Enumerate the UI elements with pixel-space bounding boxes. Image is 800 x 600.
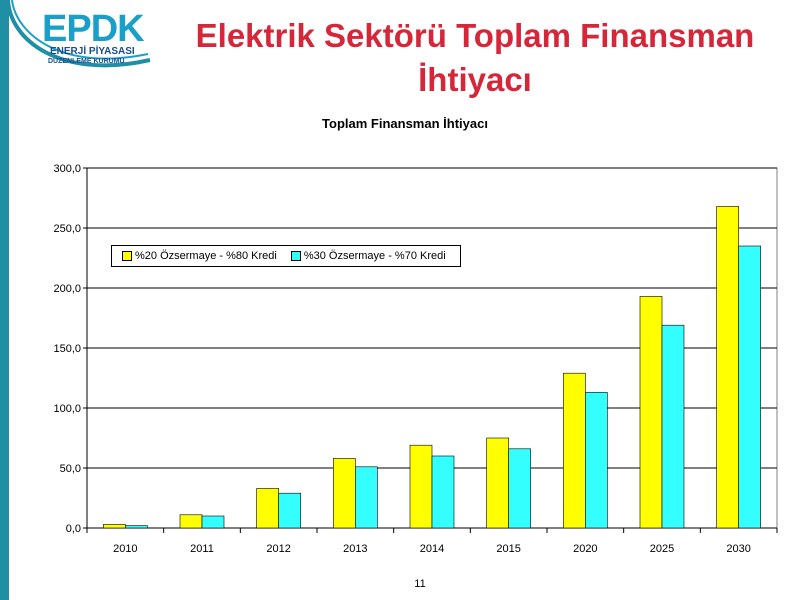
legend-swatch-series-1: [122, 251, 132, 261]
x-tick-label: 2011: [190, 543, 214, 555]
y-tick-label: 300,0: [53, 163, 81, 175]
left-accent-band: [0, 0, 9, 600]
legend-swatch-series-2: [290, 251, 301, 261]
bar-series-2: [431, 455, 455, 529]
bar-series-1: [179, 514, 203, 529]
bar-series-1: [486, 437, 509, 529]
slide-title: Elektrik Sektörü Toplam Finansman İhtiya…: [195, 17, 755, 98]
y-tick-label: 250,0: [53, 223, 81, 235]
bar-series-2: [661, 324, 685, 529]
bar-series-2: [125, 525, 148, 529]
bar-series-2: [585, 392, 608, 529]
bar-series-1: [256, 488, 279, 529]
logo-swoosh-icon: [6, 0, 151, 68]
chart-legend: %20 Özsermaye - %80 Kredi %30 Özsermaye …: [111, 245, 461, 267]
bar-series-1: [639, 296, 663, 529]
y-tick-label: 50,0: [60, 463, 81, 475]
bar-series-2: [278, 492, 301, 529]
x-tick-label: 2025: [650, 543, 674, 555]
page-number: 11: [414, 578, 426, 590]
legend-label-series-1: %20 Özsermaye - %80 Kredi: [135, 250, 277, 262]
logo-line2: DÜZENLEME KURUMU: [48, 58, 125, 65]
legend-item-series-2: %30 Özsermaye - %70 Kredi: [290, 250, 446, 262]
x-tick-label: 2010: [113, 543, 137, 555]
y-tick-label: 200,0: [53, 283, 81, 295]
y-tick-label: 100,0: [53, 403, 81, 415]
bar-series-1: [563, 372, 586, 529]
x-tick-label: 2015: [496, 543, 520, 555]
bar-series-1: [716, 206, 739, 529]
bar-series-1: [409, 444, 433, 529]
bar-series-1: [333, 458, 356, 529]
logo-brand: EPDK: [42, 8, 145, 50]
bar-series-2: [738, 245, 761, 529]
x-tick-label: 2013: [343, 543, 367, 555]
x-tick-label: 2014: [420, 543, 444, 555]
legend-item-series-1: %20 Özsermaye - %80 Kredi: [122, 250, 277, 262]
x-tick-label: 2020: [573, 543, 597, 555]
y-tick-label: 150,0: [53, 343, 81, 355]
bar-series-2: [355, 466, 378, 529]
y-tick-label: 0,0: [66, 523, 81, 535]
bar-series-1: [103, 524, 126, 529]
logo-line1: ENERJİ PİYASASI: [50, 46, 135, 57]
bar-series-2: [201, 515, 225, 529]
legend-label-series-2: %30 Özsermaye - %70 Kredi: [303, 250, 446, 262]
x-tick-label: 2030: [726, 543, 750, 555]
bar-series-2: [508, 448, 531, 529]
x-tick-label: 2012: [266, 543, 290, 555]
chart-title: Toplam Finansman İhtiyacı: [322, 116, 488, 131]
